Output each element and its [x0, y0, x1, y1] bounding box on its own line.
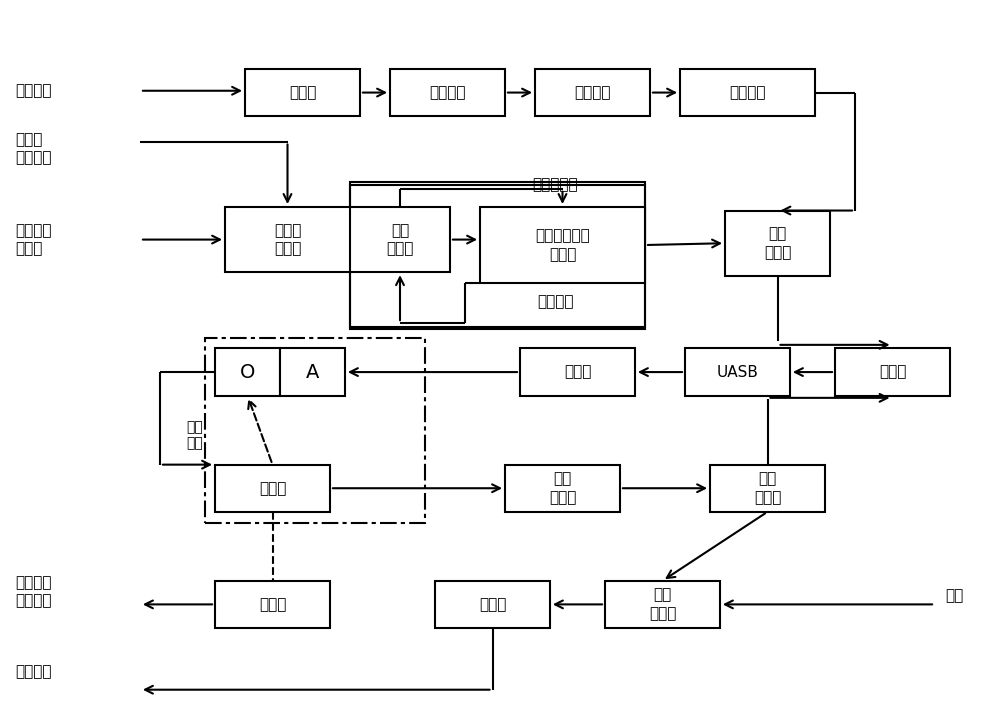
- Bar: [205, 338, 425, 523]
- Bar: [350, 182, 645, 329]
- Text: 药剂: 药剂: [945, 588, 963, 603]
- Text: 污泥
回流: 污泥 回流: [187, 420, 203, 451]
- Bar: [215, 465, 330, 512]
- Bar: [215, 348, 280, 396]
- Bar: [710, 465, 825, 512]
- Text: 导热油
换热器: 导热油 换热器: [274, 223, 301, 256]
- Text: 农业灌溉: 农业灌溉: [15, 664, 52, 679]
- Text: 预热进水: 预热进水: [537, 294, 573, 309]
- Bar: [215, 581, 330, 628]
- Bar: [835, 348, 950, 396]
- Bar: [245, 69, 360, 116]
- Bar: [685, 348, 790, 396]
- Bar: [605, 581, 720, 628]
- Bar: [680, 69, 815, 116]
- Bar: [435, 581, 550, 628]
- Text: 袋式过滤: 袋式过滤: [729, 85, 766, 100]
- Text: 催化湿式氧化
反应塔: 催化湿式氧化 反应塔: [535, 228, 590, 262]
- Bar: [225, 207, 450, 272]
- Bar: [480, 207, 645, 283]
- Text: 气液
分离罐: 气液 分离罐: [764, 227, 791, 260]
- Text: 二沉池: 二沉池: [259, 481, 286, 496]
- Text: 废水
换热器: 废水 换热器: [386, 223, 414, 256]
- Bar: [535, 69, 650, 116]
- Bar: [390, 69, 505, 116]
- Bar: [505, 465, 620, 512]
- Bar: [350, 185, 645, 327]
- Text: 清水池: 清水池: [479, 597, 506, 612]
- Text: O: O: [240, 362, 255, 382]
- Text: 助剂废水: 助剂废水: [15, 83, 52, 98]
- Text: 空压机
压缩空气: 空压机 压缩空气: [15, 133, 52, 165]
- Text: A: A: [306, 362, 319, 382]
- Text: 废液储罐: 废液储罐: [574, 85, 611, 100]
- Text: 初沉池: 初沉池: [564, 364, 591, 380]
- Text: 来自厂区
导热油: 来自厂区 导热油: [15, 224, 52, 256]
- Text: UASB: UASB: [717, 364, 758, 380]
- Text: 二级
缺氧池: 二级 缺氧池: [549, 471, 576, 505]
- Bar: [280, 348, 345, 396]
- Text: 污泥脱水
外运处置: 污泥脱水 外运处置: [15, 576, 52, 608]
- Text: 调节池: 调节池: [289, 85, 316, 100]
- Text: 两级过滤: 两级过滤: [429, 85, 466, 100]
- Text: 接触
氧化池: 接触 氧化池: [754, 471, 781, 505]
- Text: 换热后出水: 换热后出水: [532, 177, 578, 192]
- Text: 混凝
沉淀池: 混凝 沉淀池: [649, 587, 676, 621]
- Bar: [520, 348, 635, 396]
- Text: 集泥池: 集泥池: [259, 597, 286, 612]
- Bar: [725, 211, 830, 276]
- Text: 调节池: 调节池: [879, 364, 906, 380]
